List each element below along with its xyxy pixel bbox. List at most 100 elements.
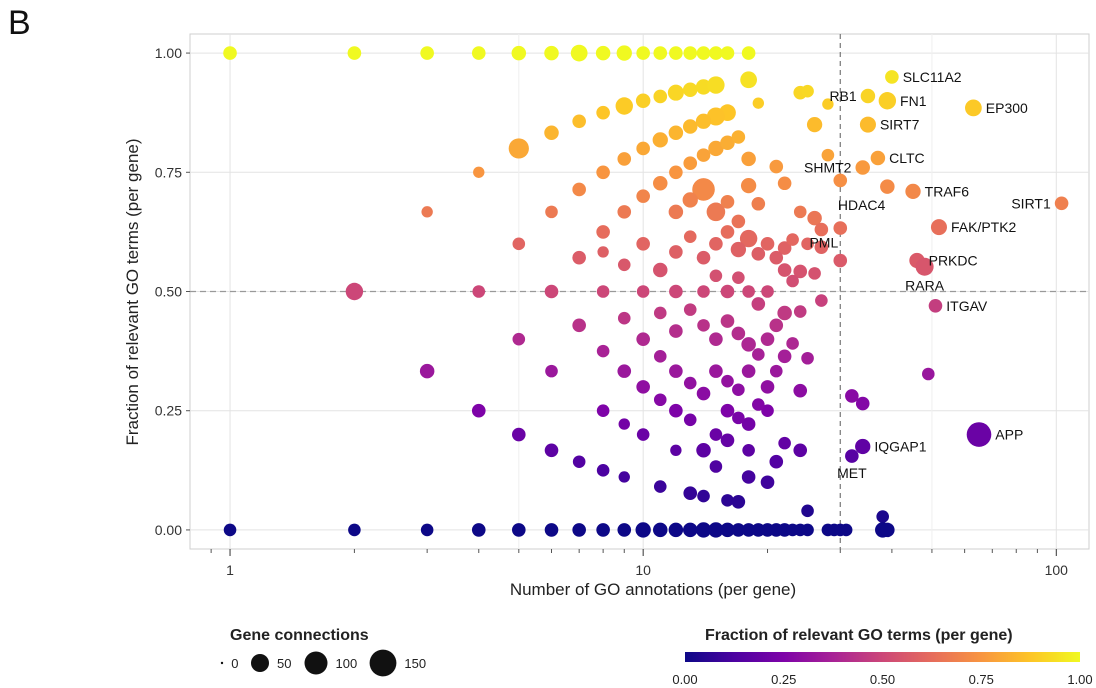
data-point-33 [806, 116, 823, 133]
labeled-point-rara [915, 257, 934, 276]
data-point-84 [683, 230, 697, 243]
size-legend-dot-2 [304, 651, 328, 675]
data-point-48 [669, 165, 683, 180]
data-point-124 [653, 306, 667, 320]
data-point-115 [769, 318, 784, 333]
data-point-81 [814, 240, 829, 254]
data-point-162 [683, 413, 697, 427]
data-point-105 [786, 274, 799, 288]
data-point-107 [669, 284, 683, 299]
data-point-120 [741, 337, 756, 352]
data-point-150 [855, 396, 870, 411]
data-point-28 [508, 138, 529, 159]
data-point-35 [706, 107, 725, 126]
data-point-181 [731, 494, 746, 509]
data-point-186 [223, 523, 237, 537]
data-point-68 [740, 177, 757, 194]
x-axis-title: Number of GO annotations (per gene) [510, 580, 796, 599]
data-point-83 [669, 245, 683, 259]
data-points [223, 44, 1069, 538]
data-point-165 [544, 443, 559, 458]
data-point-214 [839, 523, 853, 537]
data-point-85 [696, 250, 711, 265]
data-point-202 [731, 523, 746, 537]
data-point-12 [683, 46, 698, 60]
data-point-161 [618, 418, 630, 430]
data-point-182 [741, 470, 756, 484]
data-point-36 [695, 113, 712, 129]
data-point-111 [617, 311, 631, 325]
size-legend-label-3: 150 [404, 656, 426, 671]
data-point-75 [730, 241, 747, 258]
gene-label-iqgap1: IQGAP1 [874, 438, 926, 454]
labeled-point-hdac4 [880, 179, 895, 194]
size-legend-dot-3 [369, 649, 397, 677]
data-point-82 [653, 262, 668, 278]
data-point-134 [419, 363, 435, 379]
data-point-61 [682, 192, 698, 208]
data-point-44 [545, 205, 558, 219]
data-point-167 [720, 433, 735, 448]
data-point-149 [845, 389, 859, 403]
data-point-25 [596, 105, 610, 120]
data-point-37 [682, 119, 698, 134]
data-point-198 [682, 522, 698, 538]
data-point-47 [653, 176, 668, 191]
gene-label-cltc: CLTC [889, 150, 925, 166]
data-point-96 [769, 250, 784, 265]
data-point-185 [876, 510, 889, 523]
data-point-216 [880, 522, 895, 538]
data-point-5 [544, 45, 559, 61]
data-point-58 [833, 173, 848, 188]
data-point-106 [815, 294, 828, 307]
data-point-144 [741, 364, 756, 378]
data-point-3 [471, 46, 486, 60]
data-point-192 [572, 523, 586, 537]
data-point-201 [720, 522, 735, 538]
data-point-70 [793, 205, 807, 219]
gene-label-pml: PML [809, 235, 838, 251]
data-point-56 [777, 176, 792, 191]
data-point-166 [696, 443, 711, 458]
data-point-183 [760, 475, 775, 490]
data-point-157 [741, 417, 756, 431]
data-point-123 [669, 324, 683, 338]
data-point-140 [696, 386, 711, 401]
data-point-139 [683, 376, 697, 390]
data-point-43 [572, 182, 586, 197]
data-point-129 [786, 337, 799, 350]
gene-label-rara: RARA [905, 278, 945, 294]
data-point-27 [544, 125, 559, 140]
labeled-point-itgav [928, 299, 943, 313]
gene-labels: SLC11A2 RB1 FN1 EP300 SIRT7 CLTC SHMT2 TRAF6 HDA… [804, 69, 1051, 481]
data-point-103 [742, 285, 755, 298]
data-point-113 [572, 318, 586, 333]
data-point-195 [635, 522, 651, 538]
data-point-178 [697, 489, 710, 503]
data-point-203 [741, 523, 756, 537]
gene-label-ep300: EP300 [986, 100, 1028, 116]
data-point-2 [420, 46, 434, 60]
data-point-89 [597, 246, 609, 258]
data-point-131 [777, 349, 792, 364]
data-point-179 [709, 460, 723, 473]
data-point-194 [617, 523, 632, 537]
data-point-102 [732, 271, 745, 284]
data-point-55 [769, 159, 784, 174]
data-point-1 [347, 46, 362, 60]
data-point-46 [421, 206, 433, 218]
colorbar [685, 652, 1080, 662]
data-point-135 [617, 364, 632, 378]
data-point-93 [472, 285, 486, 298]
data-point-67 [731, 214, 746, 229]
gene-label-met: MET [837, 465, 867, 481]
gene-label-prkdc: PRKDC [929, 253, 978, 269]
data-point-80 [801, 237, 814, 251]
labeled-point-fak-ptk2 [930, 219, 947, 236]
data-point-210 [801, 523, 814, 537]
data-point-126 [596, 344, 610, 358]
data-point-137 [653, 350, 667, 363]
data-point-133 [545, 364, 558, 378]
data-point-176 [670, 444, 682, 456]
